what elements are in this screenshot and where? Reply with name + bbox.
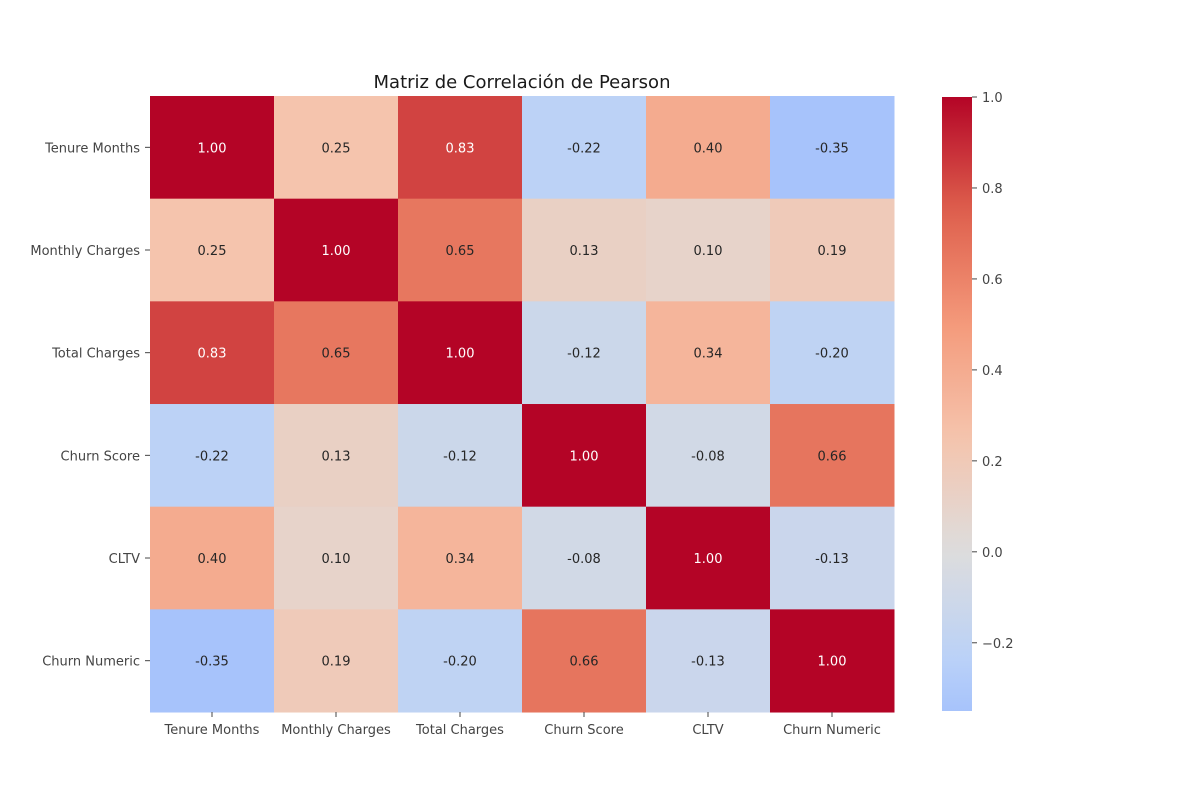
y-tick-label: Churn Numeric bbox=[42, 655, 140, 670]
heatmap-cell bbox=[274, 96, 399, 200]
heatmap-cell bbox=[646, 506, 771, 610]
x-tick-label: Monthly Charges bbox=[281, 723, 391, 738]
heatmap-cell bbox=[522, 198, 647, 302]
heatmap-cell bbox=[398, 506, 523, 610]
colorbar: 1.0 0.8 0.6 0.4 0.2 0.0 −0.2 bbox=[942, 91, 1014, 711]
heatmap-cell bbox=[770, 301, 895, 405]
colorbar-tick-label: −0.2 bbox=[982, 637, 1014, 652]
heatmap-cell bbox=[522, 404, 647, 508]
x-tick-label: Tenure Months bbox=[164, 723, 260, 738]
cell-value-label: -0.20 bbox=[443, 655, 477, 670]
cell-value-label: -0.22 bbox=[567, 141, 601, 156]
cell-value-label: -0.12 bbox=[443, 449, 477, 464]
cell-value-label: 0.66 bbox=[818, 449, 847, 464]
heatmap-cell bbox=[274, 609, 399, 713]
y-tick-label: CLTV bbox=[109, 552, 140, 567]
cell-value-label: 0.25 bbox=[322, 141, 351, 156]
cell-value-label: -0.20 bbox=[815, 347, 849, 362]
cell-value-label: 0.65 bbox=[446, 244, 475, 259]
colorbar-tick-label: 0.6 bbox=[982, 273, 1003, 288]
heatmap-cell bbox=[274, 198, 399, 302]
heatmap-cell bbox=[150, 404, 275, 508]
heatmap-cell bbox=[646, 96, 771, 200]
heatmap-cell bbox=[522, 609, 647, 713]
heatmap-cell bbox=[274, 301, 399, 405]
heatmap-cell bbox=[150, 506, 275, 610]
x-tick-label: Churn Score bbox=[544, 723, 623, 738]
colorbar-tick-label: 1.0 bbox=[982, 91, 1003, 106]
colorbar-tick-label: 0.0 bbox=[982, 546, 1003, 561]
x-tick-label: Total Charges bbox=[415, 723, 504, 738]
cell-value-label: 1.00 bbox=[446, 347, 475, 362]
cell-value-label: 0.19 bbox=[818, 244, 847, 259]
cell-value-label: -0.12 bbox=[567, 347, 601, 362]
cell-value-label: 0.10 bbox=[322, 552, 351, 567]
heatmap-cell bbox=[646, 404, 771, 508]
heatmap-cell bbox=[150, 301, 275, 405]
heatmap-cell bbox=[770, 506, 895, 610]
colorbar-tick-label: 0.8 bbox=[982, 182, 1003, 197]
heatmap-cell bbox=[770, 198, 895, 302]
cell-value-label: 0.19 bbox=[322, 655, 351, 670]
cell-value-label: -0.22 bbox=[195, 449, 229, 464]
cell-value-label: 0.13 bbox=[322, 449, 351, 464]
heatmap-cell bbox=[398, 404, 523, 508]
cell-value-label: -0.13 bbox=[691, 655, 725, 670]
heatmap-cell bbox=[770, 404, 895, 508]
x-tick-label: CLTV bbox=[692, 723, 723, 738]
heatmap-cell bbox=[150, 96, 275, 200]
chart-title: Matriz de Correlación de Pearson bbox=[374, 72, 671, 93]
cell-value-label: 0.40 bbox=[694, 141, 723, 156]
heatmap-cell bbox=[770, 609, 895, 713]
heatmap-cell bbox=[522, 301, 647, 405]
heatmap-cell bbox=[646, 301, 771, 405]
heatmap-cell bbox=[522, 506, 647, 610]
y-tick-label: Monthly Charges bbox=[30, 244, 140, 259]
heatmap-cell bbox=[150, 198, 275, 302]
cell-value-label: -0.13 bbox=[815, 552, 849, 567]
heatmap-cell bbox=[398, 198, 523, 302]
x-axis: Tenure Months Monthly Charges Total Charge… bbox=[164, 712, 881, 738]
heatmap-cell bbox=[398, 609, 523, 713]
heatmap-cell bbox=[274, 506, 399, 610]
cell-value-label: -0.08 bbox=[691, 449, 725, 464]
y-tick-label: Churn Score bbox=[61, 449, 140, 464]
cell-value-label: 0.34 bbox=[446, 552, 475, 567]
y-tick-label: Tenure Months bbox=[44, 141, 140, 156]
cell-value-label: 0.83 bbox=[446, 141, 475, 156]
heatmap-cell bbox=[646, 609, 771, 713]
cell-value-label: 0.10 bbox=[694, 244, 723, 259]
cell-value-label: 0.25 bbox=[198, 244, 227, 259]
cell-value-label: 0.13 bbox=[570, 244, 599, 259]
cell-value-label: -0.35 bbox=[195, 655, 229, 670]
heatmap-cell bbox=[274, 404, 399, 508]
cell-value-label: 0.34 bbox=[694, 347, 723, 362]
cell-value-label: 0.40 bbox=[198, 552, 227, 567]
heatmap-cell bbox=[150, 609, 275, 713]
cell-value-label: 0.83 bbox=[198, 347, 227, 362]
heatmap-cell bbox=[522, 96, 647, 200]
colorbar-gradient bbox=[942, 97, 972, 711]
cell-value-label: 0.65 bbox=[322, 347, 351, 362]
heatmap-cell bbox=[646, 198, 771, 302]
cell-value-label: -0.08 bbox=[567, 552, 601, 567]
y-tick-label: Total Charges bbox=[51, 347, 140, 362]
heatmap-cell bbox=[770, 96, 895, 200]
cell-value-label: 1.00 bbox=[694, 552, 723, 567]
heatmap-cell bbox=[398, 96, 523, 200]
x-tick-label: Churn Numeric bbox=[783, 723, 881, 738]
cell-value-label: 1.00 bbox=[570, 449, 599, 464]
colorbar-tick-label: 0.2 bbox=[982, 455, 1003, 470]
heatmap-cell bbox=[398, 301, 523, 405]
cell-value-label: -0.35 bbox=[815, 141, 849, 156]
cell-value-label: 1.00 bbox=[818, 655, 847, 670]
cell-value-label: 0.66 bbox=[570, 655, 599, 670]
heatmap-cells: 1.00 0.25 0.83 -0.22 0.40 -0.35 0.25 1.00 0.65 0.… bbox=[150, 96, 895, 713]
cell-value-label: 1.00 bbox=[322, 244, 351, 259]
y-axis: Tenure Months Monthly Charges Total Charge… bbox=[30, 141, 150, 670]
colorbar-tick-label: 0.4 bbox=[982, 364, 1003, 379]
cell-value-label: 1.00 bbox=[198, 141, 227, 156]
